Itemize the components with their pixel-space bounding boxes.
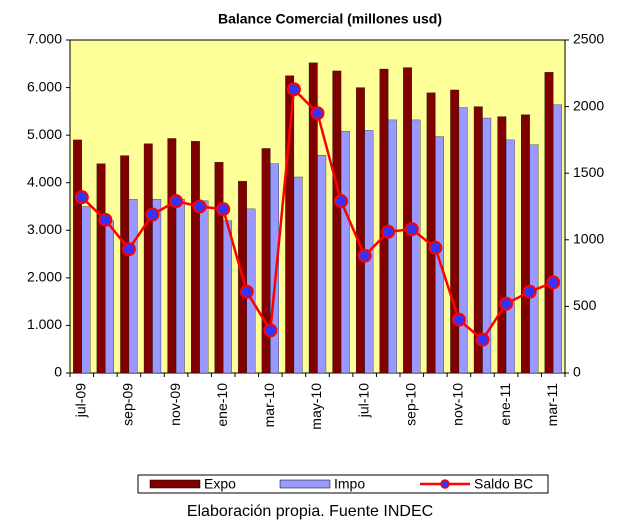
footer: Elaboración propia. Fuente INDEC (187, 503, 433, 520)
y2-tick-label: 500 (573, 297, 597, 313)
line-marker (121, 242, 136, 257)
bar (482, 117, 492, 374)
bar (105, 220, 114, 374)
legend-swatch (149, 479, 201, 489)
x-tick-label: sep-10 (402, 383, 418, 426)
y2-tick-label: 0 (573, 364, 581, 380)
x-tick-label: nov-10 (450, 383, 466, 426)
bar (167, 138, 177, 374)
legend-label: Saldo BC (474, 476, 533, 492)
legend-marker (440, 479, 450, 489)
line-marker (357, 248, 372, 263)
bar (411, 119, 421, 374)
bar (96, 163, 106, 374)
bar (340, 131, 350, 374)
x-tick-label: sep-09 (120, 383, 136, 426)
y-tick-label: 3.000 (27, 221, 62, 237)
x-tick-label: ene-11 (497, 383, 513, 426)
line-marker (499, 296, 514, 311)
x-tick-label: jul-10 (355, 383, 371, 418)
line-marker (145, 207, 160, 222)
x-tick-label: jul-09 (72, 383, 88, 418)
bar (356, 87, 365, 374)
line-marker (475, 332, 490, 347)
bar (293, 176, 303, 374)
bar (426, 92, 436, 374)
y2-tick-label: 2500 (573, 31, 604, 47)
bar (120, 155, 130, 374)
bar (529, 144, 539, 374)
bar (152, 199, 162, 374)
bar (128, 199, 138, 374)
x-tick-label: may-10 (308, 383, 324, 430)
x-tick-label: ene-10 (214, 383, 230, 427)
legend-label: Impo (334, 476, 365, 492)
bar (261, 148, 271, 374)
bar (214, 162, 224, 374)
y2-tick-label: 2000 (573, 97, 604, 113)
line-marker (310, 106, 325, 121)
y-tick-label: 5.000 (27, 126, 62, 142)
legend-swatch (279, 479, 331, 489)
bar (223, 220, 232, 374)
chart-title: Balance Comercial (millones usd) (218, 11, 442, 27)
line-marker (381, 224, 396, 239)
bar (450, 89, 460, 374)
y2-tick-label: 1500 (573, 164, 604, 180)
line-marker (522, 284, 537, 299)
y-tick-label: 6.000 (27, 78, 62, 94)
line-marker (404, 222, 419, 237)
bar (143, 143, 153, 374)
bar (521, 114, 530, 374)
bar (317, 154, 327, 374)
bar (497, 116, 507, 374)
line-marker (98, 212, 113, 227)
bar (544, 72, 554, 374)
y-tick-label: 1.000 (27, 316, 62, 332)
legend-label: Expo (204, 476, 236, 492)
line-marker (286, 82, 301, 97)
bar (505, 139, 515, 374)
y-tick-label: 4.000 (27, 173, 62, 189)
bar (458, 107, 468, 374)
line-marker (239, 284, 254, 299)
x-tick-label: mar-10 (261, 383, 277, 428)
y-tick-label: 0 (54, 364, 62, 380)
line-marker (263, 323, 278, 338)
bar (403, 67, 412, 374)
y-tick-label: 7.000 (27, 31, 62, 47)
line-marker (451, 312, 466, 327)
bar (388, 119, 397, 374)
bar (199, 200, 209, 374)
bar (73, 139, 82, 374)
line-marker (334, 194, 349, 209)
line-marker (74, 190, 89, 205)
bar (270, 163, 279, 374)
x-tick-label: nov-09 (167, 383, 183, 426)
line-marker (546, 275, 561, 290)
bar (553, 104, 562, 374)
line-marker (192, 199, 207, 214)
line-marker (216, 202, 231, 217)
bar (379, 68, 389, 374)
bar (332, 70, 342, 374)
bar (81, 206, 91, 374)
x-tick-label: mar-11 (544, 383, 560, 427)
line-marker (169, 194, 184, 209)
bar (191, 141, 200, 374)
y2-tick-label: 1000 (573, 231, 604, 247)
line-marker (428, 240, 443, 255)
bar (175, 199, 185, 374)
y-tick-label: 2.000 (27, 269, 62, 285)
